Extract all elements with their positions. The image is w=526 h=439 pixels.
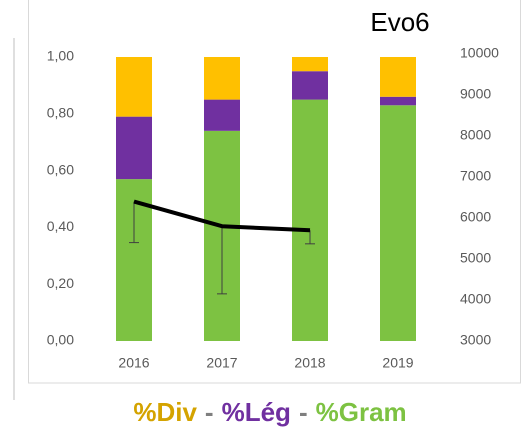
bar-segment xyxy=(292,57,328,72)
y-tick-label: 0,00 xyxy=(47,332,74,348)
y-tick-label: 1,00 xyxy=(47,48,74,64)
error-bar xyxy=(305,230,315,245)
y2-tick-label: 4000 xyxy=(460,291,491,307)
bar-segment xyxy=(204,99,240,131)
bar-segment xyxy=(380,105,416,341)
y-tick-label: 0,80 xyxy=(47,105,74,121)
bar-segment xyxy=(116,116,152,180)
y2-tick-label: 6000 xyxy=(460,209,491,225)
bar-segment xyxy=(292,71,328,100)
y2-tick-label: 7000 xyxy=(460,168,491,184)
legend-separator: - xyxy=(299,397,308,427)
x-tick-label: 2016 xyxy=(118,355,149,371)
y-tick-label: 0,60 xyxy=(47,161,74,177)
legend-separator: - xyxy=(205,397,214,427)
legend: %Div - %Lég - %Gram xyxy=(133,397,406,427)
x-tick-label: 2017 xyxy=(206,355,237,371)
x-tick-label: 2018 xyxy=(294,355,325,371)
y-tick-label: 0,40 xyxy=(47,218,74,234)
y2-tick-label: 5000 xyxy=(460,250,491,266)
y2-tick-label: 3000 xyxy=(460,332,491,348)
legend-entry: %Gram xyxy=(316,397,407,427)
error-bar xyxy=(129,201,139,244)
bar-segment xyxy=(116,57,152,117)
legend-entry: %Div xyxy=(133,397,197,427)
bar-segment xyxy=(292,99,328,341)
y-tick-label: 0,20 xyxy=(47,275,74,291)
bar-segment xyxy=(204,57,240,100)
y2-tick-label: 10000 xyxy=(460,45,499,61)
line xyxy=(133,199,311,233)
x-tick-label: 2019 xyxy=(382,355,413,371)
chart-title: Evo6 xyxy=(370,7,429,37)
bar-segment xyxy=(380,57,416,97)
y2-tick-label: 9000 xyxy=(460,86,491,102)
error-bar xyxy=(217,226,227,295)
legend-entry: %Lég xyxy=(222,397,291,427)
bar-segment xyxy=(380,96,416,106)
y2-tick-label: 8000 xyxy=(460,127,491,143)
chart-frame xyxy=(28,0,521,384)
